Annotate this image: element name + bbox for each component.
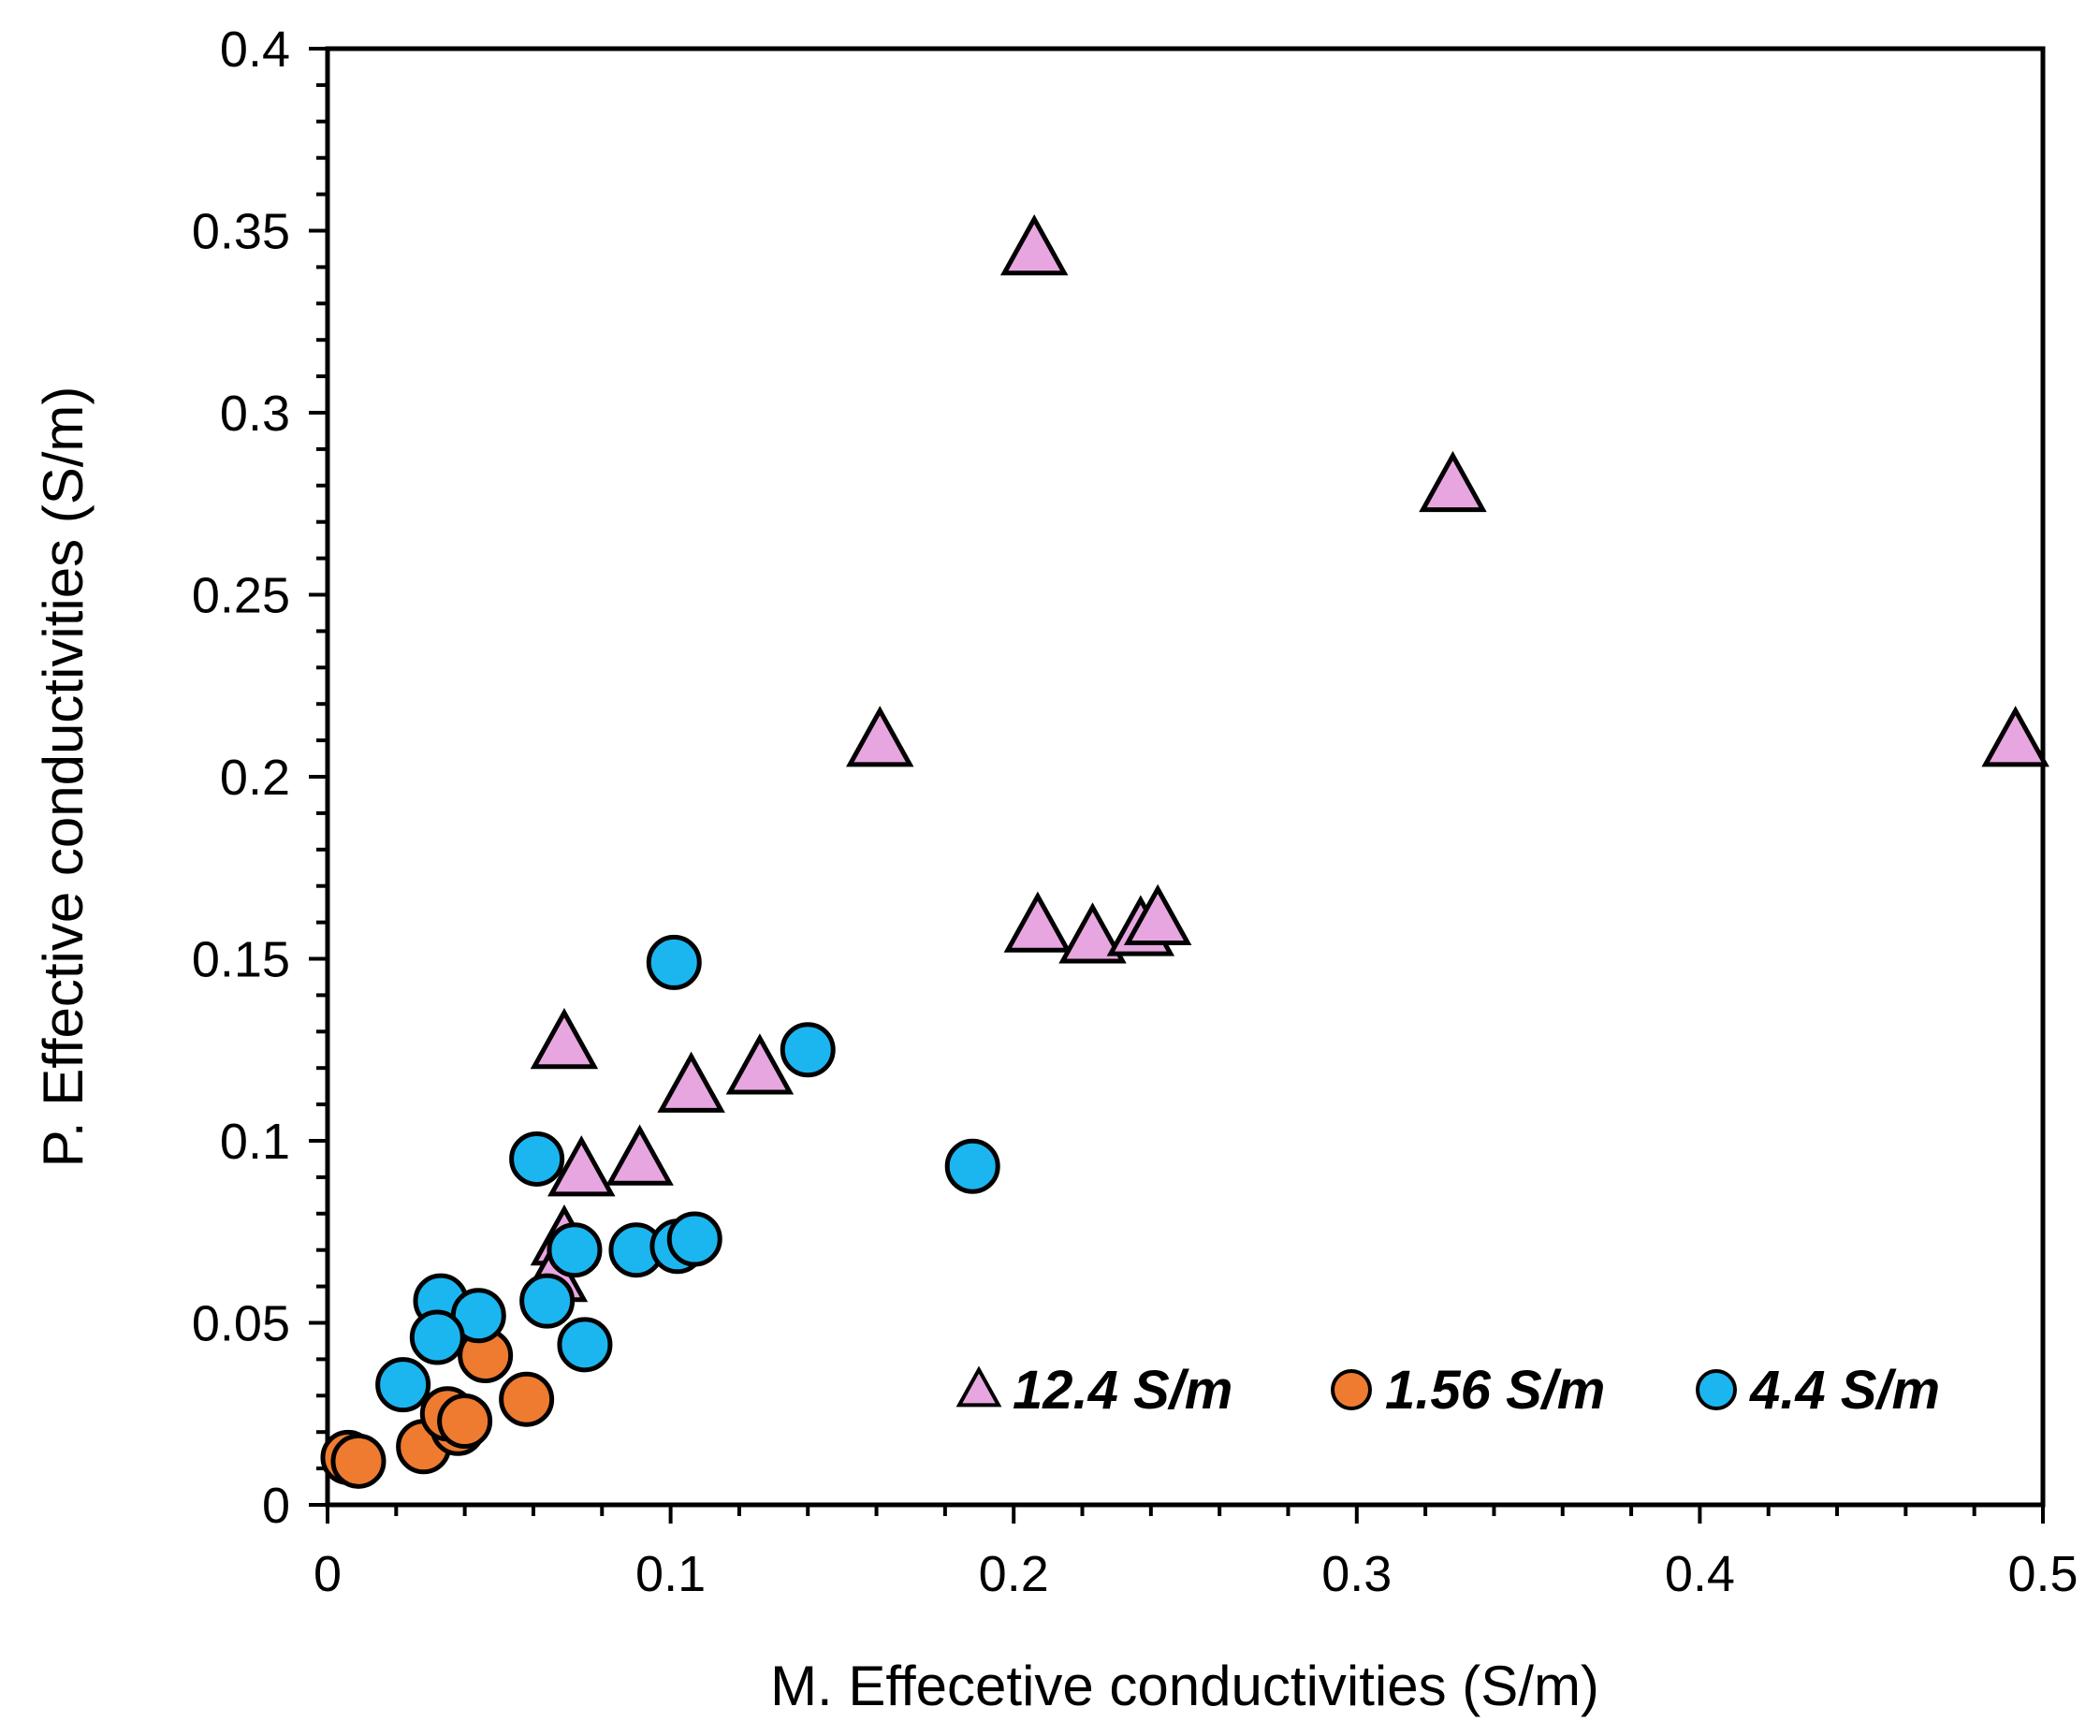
y-tick-labels: 0 0.05 0.1 0.15 0.2 0.25 0.3 0.35 0.4: [192, 22, 290, 1534]
legend-label: 1.56 S/m: [1385, 1360, 1605, 1421]
data-point-triangle: [547, 1135, 616, 1197]
data-point-triangle: [725, 1033, 795, 1095]
x-tick-label: 0.4: [1665, 1546, 1735, 1602]
y-tick-label: 0.1: [220, 1114, 290, 1170]
data-point-triangle: [1003, 891, 1072, 953]
data-point-triangle: [1419, 450, 1487, 513]
x-tick-labels: 0 0.1 0.2 0.3 0.4 0.5: [314, 1546, 2078, 1602]
x-tick-label: 0: [314, 1546, 342, 1602]
data-point-circle: [666, 1211, 722, 1267]
data-point-triangle: [845, 706, 914, 767]
data-point-triangle: [1058, 902, 1127, 964]
y-tick-label: 0.4: [220, 22, 290, 78]
data-point-circle: [646, 934, 702, 990]
legend-label: 12.4 S/m: [1013, 1360, 1232, 1421]
data-point-triangle: [1123, 883, 1192, 945]
data-point-triangle: [530, 1008, 599, 1070]
x-axis-title: M. Effecetive conductivities (S/m): [770, 1655, 1599, 1717]
x-tick-label: 0.3: [1321, 1546, 1392, 1602]
data-point-circle: [509, 1131, 565, 1187]
plot-frame: [325, 46, 2046, 1508]
data-point-circle: [499, 1371, 555, 1427]
data-point-triangle: [1981, 706, 2049, 767]
data-point-circle: [519, 1273, 576, 1329]
data-point-circle: [437, 1393, 493, 1450]
y-tick-label: 0.3: [220, 386, 290, 442]
x-tick-label: 0.2: [979, 1546, 1049, 1602]
data-point-circle: [375, 1357, 431, 1413]
data-point-circle: [780, 1022, 836, 1078]
data-point-circle: [547, 1222, 603, 1278]
legend-marker-circle: [1696, 1369, 1737, 1410]
y-tick-label: 0.05: [192, 1296, 290, 1352]
data-point-circle: [409, 1309, 465, 1365]
data-point-triangle: [605, 1124, 674, 1186]
legend-marker-triangle: [955, 1365, 1002, 1408]
y-tick-label: 0: [262, 1478, 290, 1534]
data-point-circle: [330, 1433, 386, 1489]
data-point-circle: [557, 1317, 613, 1373]
data-points: [320, 213, 2049, 1489]
y-tick-label: 0.25: [192, 568, 290, 624]
legend-label: 4.4 S/m: [1749, 1360, 1940, 1421]
data-point-triangle: [657, 1051, 725, 1113]
legend: 12.4 S/m 1.56 S/m 4.4 S/m: [955, 1360, 1940, 1421]
legend-marker-circle: [1331, 1369, 1372, 1410]
axis-ticks: [309, 47, 2045, 1524]
data-point-circle: [944, 1138, 1000, 1194]
x-tick-label: 0.5: [2007, 1546, 2078, 1602]
y-tick-label: 0.2: [220, 750, 290, 806]
y-axis-title: P. Effective conductivities (S/m): [32, 387, 95, 1168]
y-tick-label: 0.15: [192, 932, 290, 988]
y-tick-label: 0.35: [192, 204, 290, 260]
data-point-triangle: [999, 213, 1069, 276]
x-tick-label: 0.1: [635, 1546, 706, 1602]
